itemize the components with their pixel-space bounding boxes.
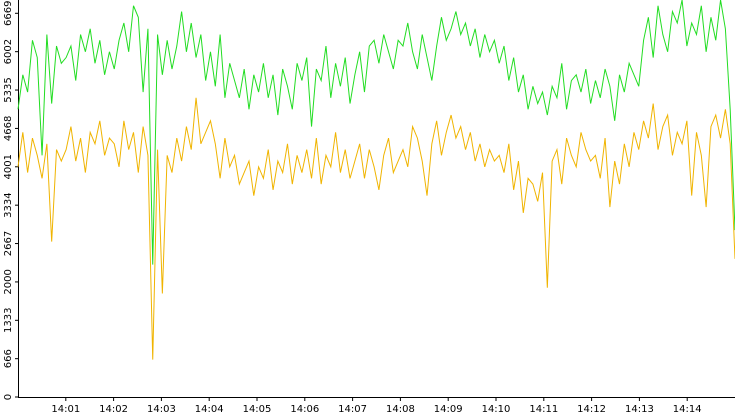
- x-tick-label: 14:04: [195, 404, 224, 415]
- y-tick-label: 3334: [3, 192, 14, 217]
- y-tick-label: 2667: [3, 231, 14, 256]
- x-tick-label: 14:13: [625, 404, 654, 415]
- y-tick-label: 4668: [3, 116, 14, 141]
- y-tick-label: 6669: [3, 1, 14, 26]
- y-tick-label: 666: [3, 349, 14, 368]
- x-tick-label: 14:10: [482, 404, 511, 415]
- y-tick-label: 0: [3, 394, 14, 400]
- x-tick-label: 14:06: [290, 404, 319, 415]
- x-tick-label: 14:11: [529, 404, 558, 415]
- x-tick-label: 14:02: [99, 404, 128, 415]
- x-tick-label: 14:12: [577, 404, 606, 415]
- x-tick-label: 14:07: [338, 404, 367, 415]
- series-line: [17, 97, 735, 360]
- x-tick-label: 14:14: [673, 404, 702, 415]
- y-tick-label: 5335: [3, 77, 14, 102]
- y-tick-label: 6002: [3, 39, 14, 64]
- x-tick-label: 14:09: [434, 404, 463, 415]
- x-tick-label: 14:03: [147, 404, 176, 415]
- x-tick-label: 14:01: [51, 404, 80, 415]
- x-tick-label: 14:05: [243, 404, 272, 415]
- y-tick-label: 2000: [3, 269, 14, 294]
- x-tick-label: 14:08: [386, 404, 415, 415]
- y-tick-label: 4001: [3, 154, 14, 179]
- series-line: [17, 0, 735, 265]
- y-tick-label: 1333: [3, 308, 14, 333]
